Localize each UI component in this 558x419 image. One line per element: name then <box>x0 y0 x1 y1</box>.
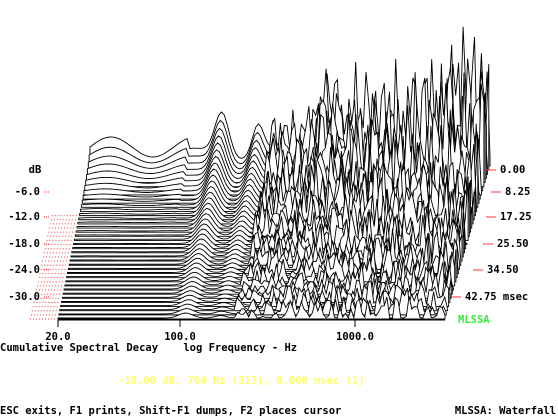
y-tick-label: -18.0 <box>8 238 40 250</box>
decay-trace <box>73 176 469 241</box>
decay-trace <box>57 296 446 320</box>
decay-trace <box>60 272 451 303</box>
time-tick-label: 0.00 <box>500 164 525 176</box>
x-tick-label: 1000.0 <box>336 331 374 343</box>
waterfall-traces <box>30 26 491 320</box>
brand-label: MLSSA <box>458 314 490 326</box>
time-tick-label: 42.75 msec <box>465 291 528 303</box>
y-tick-label: -6.0 <box>15 186 40 198</box>
x-tick-label: 100.0 <box>164 331 196 343</box>
footer-mode: MLSSA: Waterfall <box>455 405 556 417</box>
time-tick-label: 25.50 <box>497 238 529 250</box>
time-tick-label: 34.50 <box>487 264 519 276</box>
y-tick-label: -30.0 <box>8 291 40 303</box>
caption: Cumulative Spectral Decay log Frequency … <box>0 342 297 354</box>
x-tick-label: 20.0 <box>45 331 70 343</box>
decay-trace <box>77 151 474 225</box>
footer-help: ESC exits, F1 prints, Shift-F1 dumps, F2… <box>0 405 341 417</box>
time-tick-label: 8.25 <box>505 186 530 198</box>
y-tick-label: -24.0 <box>8 264 40 276</box>
y-axis-label: dB <box>29 164 42 176</box>
y-tick-label: -12.0 <box>8 211 40 223</box>
time-tick-label: 17.25 <box>500 211 532 223</box>
cursor-status: -18.06 dB, 764 Hz (313), 0.000 msec (1) <box>118 375 365 387</box>
